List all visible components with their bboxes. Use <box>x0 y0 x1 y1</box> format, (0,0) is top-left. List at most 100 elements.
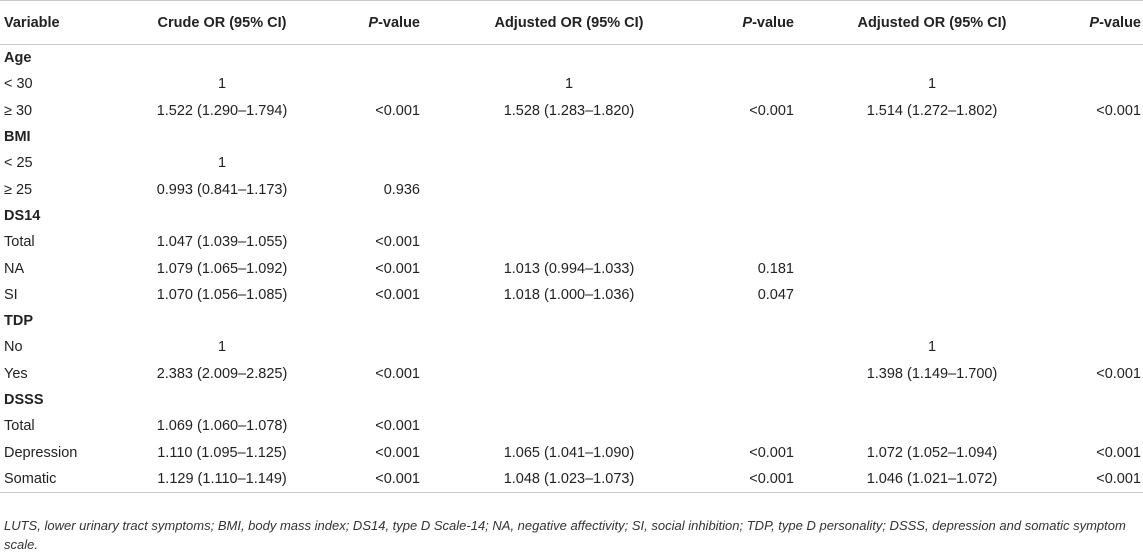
header-crude-or: Crude OR (95% CI) <box>116 0 328 45</box>
variable-cell: ≥ 25 <box>4 181 33 198</box>
header-variable: Variable <box>0 0 116 45</box>
p-value-cell: <0.001 <box>375 102 420 119</box>
table-row: Somatic 1.129 (1.110–1.149) <0.001 1.048 (1… <box>0 465 1143 494</box>
p-value-cell <box>710 361 802 387</box>
variable-cell: BMI <box>4 129 31 146</box>
p-value-cell <box>328 45 428 72</box>
crude-or-cell <box>116 387 328 413</box>
adjusted-or-cell <box>802 387 1062 413</box>
section-row: Age <box>0 45 1143 72</box>
adjusted-or-cell <box>802 255 1062 281</box>
adjusted-or-cell <box>802 45 1062 72</box>
p-value-cell <box>1062 282 1143 308</box>
adjusted-or-cell <box>802 150 1062 176</box>
odds-ratio-table: Variable Crude OR (95% CI) P-value Adjus… <box>0 0 1143 494</box>
adjusted-or-cell <box>428 308 710 334</box>
table-footnote: LUTS, lower urinary tract symptoms; BMI,… <box>4 518 1126 552</box>
variable-cell: TDP <box>4 313 33 330</box>
header-p-letter: P <box>1089 14 1100 31</box>
p-value-cell: <0.001 <box>375 444 420 461</box>
variable-cell: DSSS <box>4 392 44 408</box>
section-row: BMI <box>0 124 1143 150</box>
adjusted-or-cell <box>802 413 1062 439</box>
variable-cell: No <box>4 339 23 356</box>
p-value-cell: <0.001 <box>749 444 794 461</box>
table-row: Depression 1.110 (1.095–1.125) <0.001 1.065… <box>0 439 1143 465</box>
crude-or-cell <box>116 308 328 334</box>
table-body: Age < 30 1 1 1 ≥ 30 1.522 (1.290–1.794) <0.001 1… <box>0 45 1143 494</box>
p-value-cell <box>1062 150 1143 176</box>
p-value-cell <box>1062 387 1143 413</box>
adjusted-or-cell: 1.514 (1.272–1.802) <box>866 102 998 119</box>
p-value-cell <box>1062 45 1143 72</box>
table-row: No 1 1 <box>0 334 1143 360</box>
p-value-cell <box>710 176 802 202</box>
p-value-cell: <0.001 <box>328 465 428 494</box>
variable-cell: < 25 <box>4 155 33 172</box>
table-row: ≥ 30 1.522 (1.290–1.794) <0.001 1.528 (1.28… <box>0 98 1143 124</box>
crude-or-cell <box>116 203 328 229</box>
variable-cell: Somatic <box>0 465 116 494</box>
adjusted-or-cell: 1.528 (1.283–1.820) <box>503 102 635 119</box>
p-value-cell <box>328 150 428 176</box>
adjusted-or-cell <box>428 334 710 360</box>
header-p-suffix: -value <box>1099 14 1141 31</box>
p-value-cell <box>710 124 802 150</box>
adjusted-or-cell <box>802 229 1062 255</box>
p-value-cell <box>710 71 802 97</box>
adjusted-or-cell <box>802 124 1062 150</box>
header-p-value-3: P-value <box>1062 0 1143 45</box>
table-header-row: Variable Crude OR (95% CI) P-value Adjus… <box>0 0 1143 45</box>
adjusted-or-cell: 1 <box>927 76 937 93</box>
header-p-suffix: -value <box>378 14 420 31</box>
adjusted-or-cell: 1.048 (1.023–1.073) <box>428 465 710 494</box>
table-row: SI 1.070 (1.056–1.085) <0.001 1.018 (1.000–… <box>0 282 1143 308</box>
header-p-suffix: -value <box>752 14 794 31</box>
p-value-cell <box>328 387 428 413</box>
variable-cell: Depression <box>4 444 78 461</box>
table-row: NA 1.079 (1.065–1.092) <0.001 1.013 (0.994–… <box>0 255 1143 281</box>
p-value-cell <box>1062 71 1143 97</box>
p-value-cell <box>328 203 428 229</box>
adjusted-or-cell <box>802 176 1062 202</box>
section-row: DSSS <box>0 387 1143 413</box>
header-p-value-1: P-value <box>328 0 428 45</box>
p-value-cell <box>328 71 428 97</box>
p-value-cell <box>710 229 802 255</box>
crude-or-cell: 1.079 (1.065–1.092) <box>156 260 288 277</box>
table-row: < 25 1 <box>0 150 1143 176</box>
p-value-cell <box>1062 124 1143 150</box>
p-value-cell <box>1062 203 1143 229</box>
crude-or-cell: 1 <box>217 339 227 356</box>
header-adjusted-or-1: Adjusted OR (95% CI) <box>428 0 710 45</box>
adjusted-or-cell <box>428 45 710 72</box>
crude-or-cell: 1.110 (1.095–1.125) <box>157 444 287 461</box>
p-value-cell <box>328 124 428 150</box>
p-value-cell: <0.001 <box>375 260 420 277</box>
crude-or-cell: 1 <box>217 76 227 93</box>
variable-cell: < 30 <box>4 76 33 93</box>
adjusted-or-cell <box>802 282 1062 308</box>
crude-or-cell: 1 <box>217 155 227 172</box>
adjusted-or-cell: 1 <box>927 339 937 356</box>
adjusted-or-cell: 1.072 (1.052–1.094) <box>866 444 998 461</box>
p-value-cell <box>1062 334 1143 360</box>
adjusted-or-cell <box>802 308 1062 334</box>
p-value-cell <box>710 308 802 334</box>
variable-cell: Total <box>4 418 35 435</box>
adjusted-or-cell <box>428 124 710 150</box>
p-value-cell <box>1062 413 1143 439</box>
section-row: DS14 <box>0 203 1143 229</box>
variable-cell: Yes <box>4 365 28 382</box>
adjusted-or-cell: 1.013 (0.994–1.033) <box>503 260 635 277</box>
section-row: TDP <box>0 308 1143 334</box>
adjusted-or-cell <box>428 413 710 439</box>
variable-cell: Total <box>4 234 35 251</box>
p-value-cell: <0.001 <box>375 365 420 382</box>
variable-cell: DS14 <box>4 207 41 224</box>
p-value-cell <box>710 334 802 360</box>
adjusted-or-cell <box>428 176 710 202</box>
p-value-cell <box>1062 308 1143 334</box>
table-row: Total 1.047 (1.039–1.055) <0.001 <box>0 229 1143 255</box>
